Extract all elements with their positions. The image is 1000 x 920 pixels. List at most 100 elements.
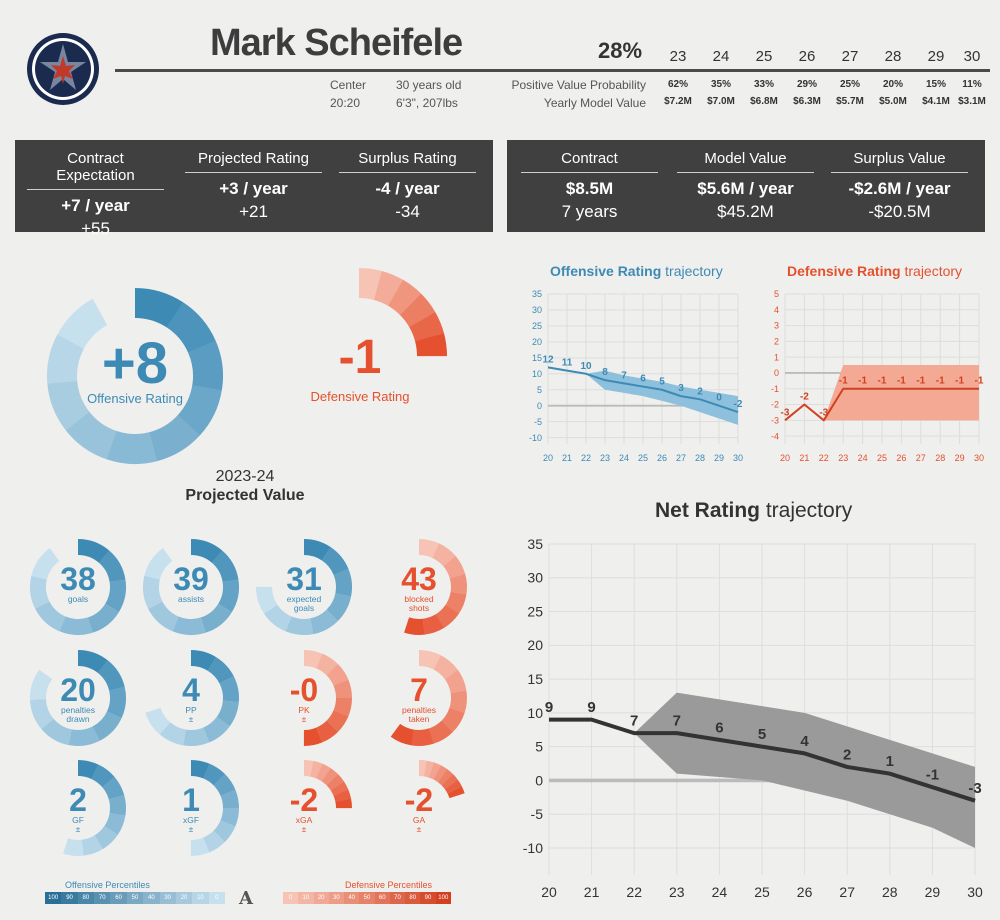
y-tick-label: -4	[771, 431, 779, 441]
model-value-col: Model Value $5.6M / year $45.2M	[673, 150, 818, 222]
legend-tick: 70	[94, 892, 111, 904]
gauge-segment	[400, 293, 436, 328]
x-tick-label: 24	[858, 453, 868, 463]
gauge-segment	[92, 711, 122, 741]
net-trajectory-title: Net Rating trajectory	[655, 499, 852, 523]
ymv-value: $3.1M	[958, 96, 986, 107]
stat-value: 39	[173, 561, 209, 597]
x-tick-label: 27	[839, 884, 855, 900]
gauge-segment	[211, 550, 239, 583]
pvp-value: 62%	[667, 79, 688, 90]
gauge-segment	[388, 279, 422, 316]
x-tick-label: 30	[974, 453, 984, 463]
y-tick-label: 5	[535, 739, 543, 755]
gauge-segment	[200, 603, 232, 633]
data-label: -3	[968, 780, 981, 797]
gauge-segment	[264, 604, 292, 632]
gauge-segment	[441, 707, 465, 733]
gauge-segment	[108, 794, 126, 816]
x-tick-label: 20	[541, 884, 557, 900]
offensive-percentiles-bar: 100 90 80 70 60 50 40 30 20 10 0	[45, 892, 225, 904]
data-label: 1	[886, 753, 894, 770]
col-label: Contract Expectation	[27, 150, 164, 190]
y-tick-label: -5	[531, 806, 544, 822]
stat-label: PP	[185, 705, 197, 715]
gauge-segment	[219, 676, 239, 702]
contract-box: Contract $8.5M 7 years Model Value $5.6M…	[507, 140, 985, 232]
x-tick-label: 26	[657, 453, 667, 463]
data-label: 6	[640, 374, 646, 385]
gauge-segment	[145, 707, 171, 735]
ymv-value: $7.2M	[664, 96, 692, 107]
legend-tick: 90	[420, 892, 436, 904]
defensive-percentiles-bar: 0 10 20 30 40 50 60 70 80 90 100	[283, 892, 451, 904]
gauge-segment	[78, 760, 99, 779]
legend-tick: 100	[435, 892, 451, 904]
legend-tick: 20	[175, 892, 193, 904]
trajectory-line	[784, 387, 979, 422]
contract-col: Contract $8.5M 7 years	[517, 150, 662, 222]
y-tick-label: 5	[774, 289, 779, 299]
gauge-segment	[218, 579, 239, 613]
x-tick-label: 30	[733, 453, 743, 463]
stat-value: 2	[69, 782, 87, 818]
surplus-value-col: Surplus Value -$2.6M / year -$20.5M	[827, 150, 972, 222]
y-tick-label: 1	[774, 352, 779, 362]
age-header: 29	[927, 48, 945, 65]
gauge-segment	[404, 617, 425, 635]
data-label: -1	[839, 376, 848, 387]
gauge-segment	[213, 820, 236, 843]
gauge-segment	[31, 548, 60, 580]
gauge-segment	[91, 764, 115, 788]
x-tick-label: 25	[638, 453, 648, 463]
offensive-rating-label: Offensive Rating	[87, 391, 183, 406]
y-tick-label: 10	[527, 705, 543, 721]
col-value-primary: $5.6M / year	[697, 179, 794, 198]
data-label: -3	[819, 407, 828, 418]
y-tick-label: 10	[532, 369, 542, 379]
athletic-logo: A	[239, 888, 253, 909]
player-age: 30 years old	[396, 78, 462, 92]
data-label: 9	[587, 699, 595, 716]
legend-tick: 60	[110, 892, 127, 904]
x-tick-label: 26	[797, 884, 813, 900]
data-label: -1	[916, 376, 925, 387]
stat-label: GA	[413, 815, 426, 825]
stat-value: 1	[182, 782, 200, 818]
x-tick-label: 22	[819, 453, 829, 463]
gauge-segment	[220, 808, 239, 827]
pvp-headline: 28%	[598, 38, 643, 63]
data-label: 0	[716, 393, 722, 404]
stat-gauge-gf-: 2GF±	[63, 760, 126, 856]
gauge-segment	[443, 555, 466, 579]
y-tick-label: -10	[523, 840, 543, 856]
x-tick-label: 24	[712, 884, 728, 900]
data-label: -1	[975, 376, 984, 387]
legend-tick: 80	[77, 892, 95, 904]
title-bold: Net Rating	[655, 499, 760, 522]
gauge-segment	[304, 539, 331, 561]
gauge-segment	[183, 727, 210, 746]
pvp-value: 29%	[796, 79, 817, 90]
stat-value: 7	[410, 672, 428, 708]
gauge-segment	[428, 762, 441, 780]
y-tick-label: 35	[527, 536, 543, 552]
gauge-segment	[326, 664, 349, 686]
contract-expectation-col: Contract Expectation +7 / year +55	[23, 150, 168, 239]
x-tick-label: 28	[695, 453, 705, 463]
x-tick-label: 27	[676, 453, 686, 463]
stat-label: ±	[417, 824, 422, 834]
gauge-segment	[390, 723, 414, 746]
y-tick-label: -10	[529, 433, 542, 443]
projected-season: 2023-24	[215, 468, 275, 485]
pvp-value: 15%	[925, 79, 946, 90]
gauge-segment	[143, 575, 163, 609]
y-tick-label: 15	[527, 671, 543, 687]
legend-tick: 80	[405, 892, 421, 904]
age-header: 28	[884, 48, 902, 65]
y-tick-label: -3	[771, 415, 779, 425]
